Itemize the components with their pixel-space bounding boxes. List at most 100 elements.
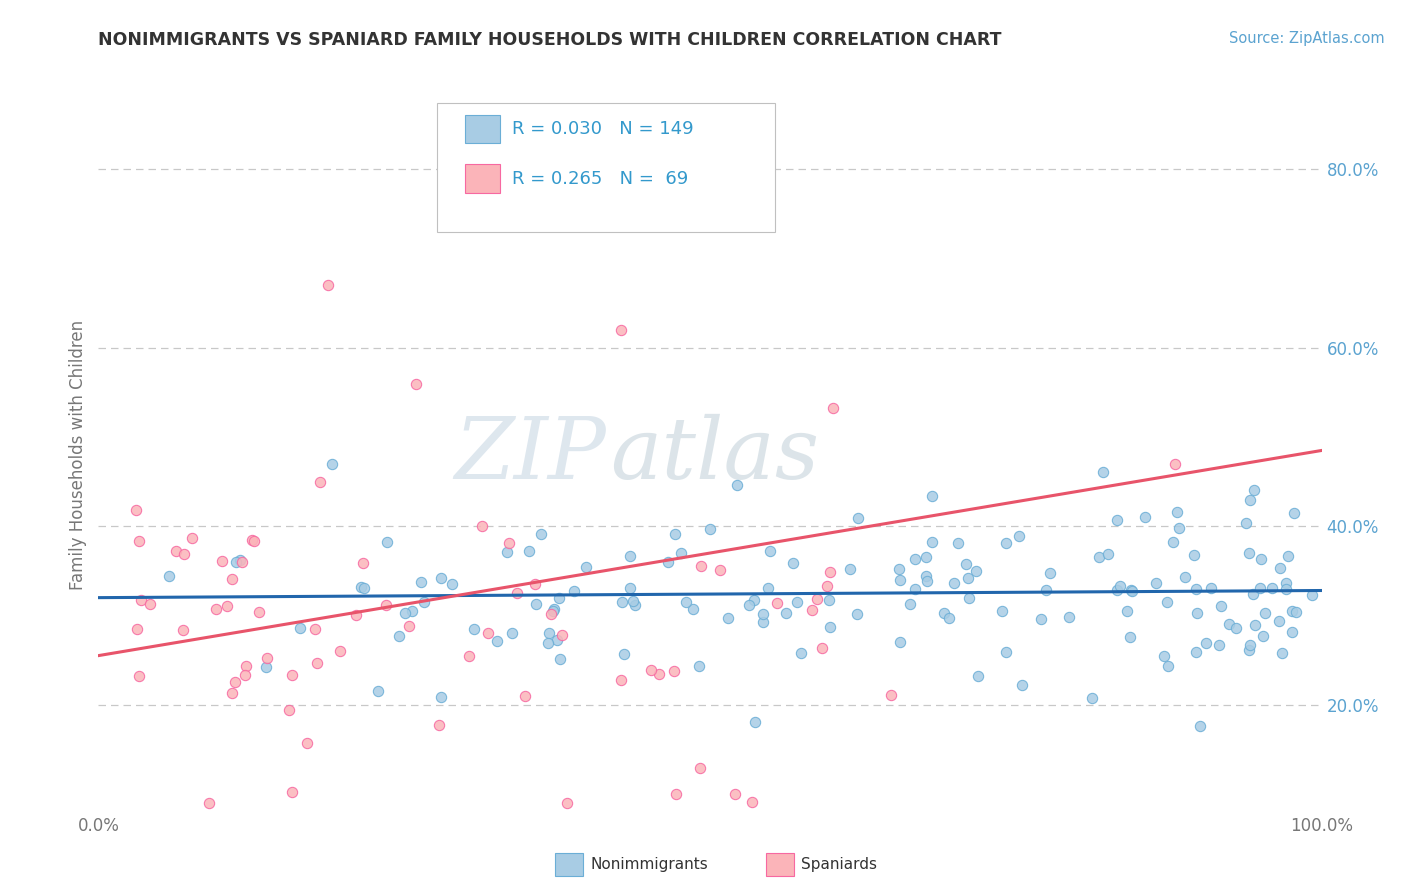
Point	[1107, 582, 1129, 597]
Point	[1008, 529, 1031, 543]
Point	[724, 787, 747, 801]
Point	[281, 667, 304, 681]
Point	[575, 560, 598, 574]
Point	[1209, 599, 1232, 614]
Point	[811, 641, 834, 656]
Point	[938, 611, 960, 625]
Point	[1254, 606, 1277, 620]
Point	[1081, 691, 1104, 706]
Point	[233, 667, 256, 681]
Point	[880, 689, 903, 703]
Point	[1243, 483, 1265, 497]
Point	[523, 577, 546, 591]
Point	[204, 602, 226, 616]
Text: R = 0.265   N =  69: R = 0.265 N = 69	[512, 169, 688, 187]
Point	[281, 784, 304, 798]
Point	[349, 581, 371, 595]
Point	[744, 714, 766, 729]
Point	[463, 622, 485, 636]
Point	[846, 510, 869, 524]
Point	[1261, 581, 1284, 595]
Point	[965, 564, 987, 578]
Point	[1116, 604, 1139, 618]
Point	[198, 796, 221, 810]
Point	[1164, 457, 1187, 471]
Point	[1035, 583, 1057, 598]
Point	[664, 787, 686, 801]
Point	[889, 573, 911, 587]
Point	[1270, 561, 1292, 575]
Point	[1271, 646, 1294, 660]
Point	[240, 533, 263, 547]
Point	[1234, 516, 1257, 531]
Point	[353, 582, 375, 596]
Point	[308, 475, 330, 490]
Point	[125, 503, 148, 517]
Point	[845, 607, 868, 621]
Point	[388, 629, 411, 643]
Point	[127, 623, 149, 637]
Point	[818, 566, 841, 580]
Point	[524, 597, 547, 611]
Point	[921, 489, 943, 503]
Point	[1301, 588, 1323, 602]
Point	[394, 606, 416, 620]
Point	[543, 602, 565, 616]
Point	[957, 591, 980, 605]
Point	[610, 673, 633, 687]
Point	[1166, 505, 1188, 519]
Point	[165, 544, 187, 558]
Point	[173, 547, 195, 561]
Point	[413, 595, 436, 609]
Point	[1281, 604, 1303, 618]
Point	[1218, 617, 1240, 632]
Point	[128, 669, 150, 683]
Point	[485, 633, 508, 648]
Point	[839, 562, 862, 576]
Point	[889, 634, 911, 648]
Point	[1225, 622, 1247, 636]
Point	[806, 591, 828, 606]
Point	[1195, 636, 1218, 650]
Point	[537, 625, 560, 640]
Point	[786, 594, 808, 608]
Point	[329, 644, 352, 658]
Point	[541, 604, 564, 618]
Point	[903, 551, 925, 566]
Text: R = 0.030   N = 149: R = 0.030 N = 149	[512, 120, 693, 137]
Point	[496, 545, 519, 559]
Point	[648, 666, 671, 681]
Point	[305, 656, 328, 670]
Point	[1161, 535, 1184, 549]
Point	[548, 591, 571, 605]
Point	[498, 536, 520, 550]
Point	[1275, 582, 1298, 596]
Point	[1168, 521, 1191, 535]
Point	[915, 569, 938, 583]
Point	[915, 574, 938, 588]
FancyBboxPatch shape	[465, 164, 499, 193]
Point	[725, 477, 748, 491]
Point	[688, 659, 710, 673]
Text: NONIMMIGRANTS VS SPANIARD FAMILY HOUSEHOLDS WITH CHILDREN CORRELATION CHART: NONIMMIGRANTS VS SPANIARD FAMILY HOUSEHO…	[98, 31, 1002, 49]
Point	[717, 611, 740, 625]
Point	[304, 623, 326, 637]
Point	[610, 595, 633, 609]
Point	[1031, 612, 1053, 626]
Point	[1091, 465, 1114, 479]
Point	[225, 555, 247, 569]
Point	[550, 652, 572, 666]
Point	[818, 593, 841, 607]
Point	[172, 624, 194, 638]
Point	[1057, 609, 1080, 624]
Point	[800, 603, 823, 617]
Point	[1121, 583, 1143, 598]
Point	[669, 547, 692, 561]
Point	[1249, 581, 1271, 595]
Point	[1250, 552, 1272, 566]
Point	[1088, 550, 1111, 565]
Point	[942, 576, 965, 591]
Point	[352, 556, 374, 570]
Point	[1144, 576, 1167, 591]
Point	[546, 633, 568, 648]
